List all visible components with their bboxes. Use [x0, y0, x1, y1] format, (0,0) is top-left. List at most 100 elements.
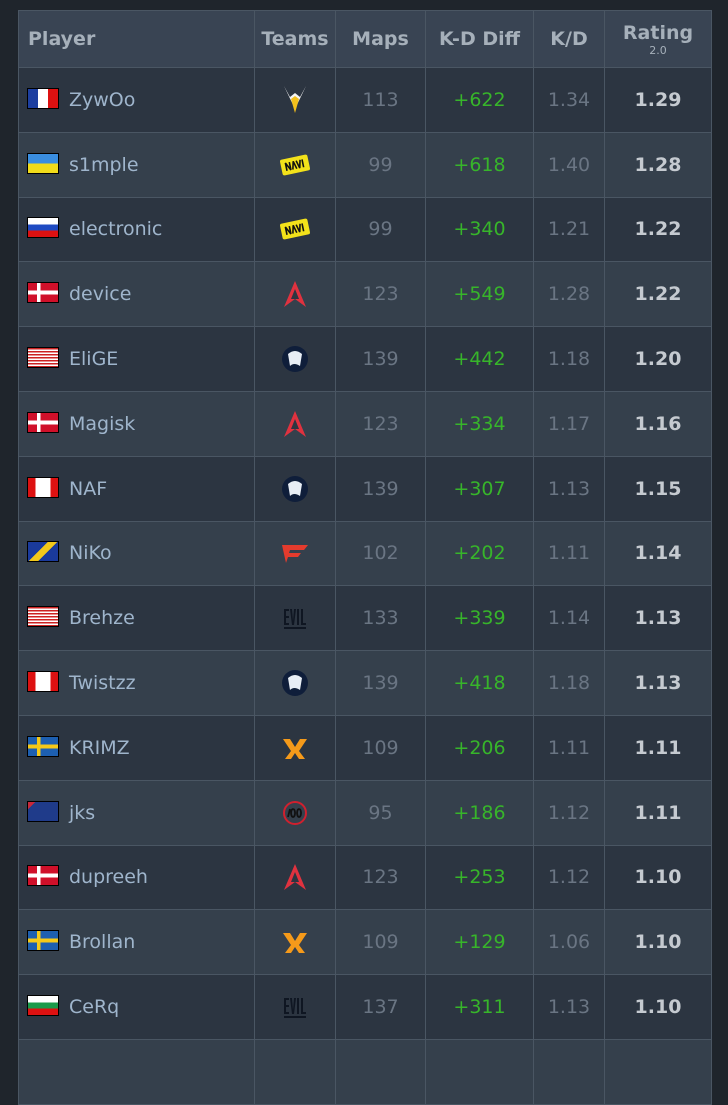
- player-name-link[interactable]: Twistzz: [69, 672, 136, 695]
- flag-usa-icon: [27, 347, 59, 369]
- astralis-logo-icon[interactable]: [278, 407, 312, 441]
- fnatic-logo-icon[interactable]: [278, 925, 312, 959]
- maps-value: 123: [335, 390, 426, 457]
- flag-denmark-icon: [27, 411, 59, 433]
- table-row[interactable]: ZywOo 113 +622 1.34 1.29: [18, 67, 712, 133]
- maps-value: 133: [335, 585, 426, 652]
- kd-value: 1.13: [533, 974, 605, 1040]
- table-row[interactable]: Magisk 123 +334 1.17 1.16: [18, 390, 712, 457]
- table-row[interactable]: NiKo 102 +202 1.11 1.14: [18, 520, 712, 587]
- player-name-link[interactable]: s1mple: [69, 153, 139, 176]
- rating-value: 1.10: [604, 974, 712, 1040]
- flag-ukraine-icon: [27, 152, 59, 174]
- player-cell: Brehze: [18, 585, 255, 652]
- maps-value: 139: [335, 455, 426, 522]
- player-cell: Brollan: [18, 909, 255, 976]
- cell: [604, 1038, 712, 1105]
- table-row[interactable]: s1mple 99 +618 1.40 1.28: [18, 131, 712, 198]
- table-row[interactable]: jks 95 +186 1.12 1.11: [18, 779, 712, 846]
- kd-diff-value: +307: [425, 455, 534, 522]
- team-cell: [254, 714, 336, 781]
- fnatic-logo-icon[interactable]: [278, 731, 312, 765]
- rating-label: Rating: [622, 21, 694, 44]
- liquid-logo-icon[interactable]: [278, 666, 312, 700]
- player-name-link[interactable]: device: [69, 283, 132, 306]
- header-rating[interactable]: Rating 2.0: [604, 10, 712, 68]
- team-cell: [254, 844, 336, 911]
- player-cell: KRIMZ: [18, 714, 255, 781]
- maps-value: 95: [335, 779, 426, 846]
- player-name-link[interactable]: dupreeh: [69, 866, 148, 889]
- kd-diff-value: +186: [425, 779, 534, 846]
- rating-value: 1.22: [604, 261, 712, 328]
- 100-thieves-logo-icon[interactable]: [278, 796, 312, 830]
- player-name-link[interactable]: ZywOo: [69, 88, 136, 111]
- table-row[interactable]: Brehze 133 +339 1.14 1.13: [18, 585, 712, 652]
- liquid-logo-icon[interactable]: [278, 342, 312, 376]
- navi-logo-icon[interactable]: [278, 212, 312, 246]
- player-name-link[interactable]: NAF: [69, 477, 108, 500]
- player-name-link[interactable]: Magisk: [69, 412, 136, 435]
- team-cell: [254, 909, 336, 976]
- table-row[interactable]: KRIMZ 109 +206 1.11 1.11: [18, 714, 712, 781]
- header-player[interactable]: Player: [18, 10, 255, 68]
- table-row[interactable]: Brollan 109 +129 1.06 1.10: [18, 909, 712, 976]
- liquid-logo-icon[interactable]: [278, 472, 312, 506]
- player-cell: s1mple: [18, 131, 255, 198]
- rating-value: 1.11: [604, 779, 712, 846]
- team-cell: [254, 455, 336, 522]
- player-name-link[interactable]: EliGE: [69, 348, 119, 371]
- table-row[interactable]: Twistzz 139 +418 1.18 1.13: [18, 650, 712, 716]
- maps-value: 137: [335, 974, 426, 1040]
- kd-diff-value: +311: [425, 974, 534, 1040]
- astralis-logo-icon[interactable]: [278, 277, 312, 311]
- team-cell: [254, 520, 336, 587]
- vitality-logo-icon[interactable]: [278, 83, 312, 117]
- evil-geniuses-logo-icon[interactable]: [278, 990, 312, 1024]
- player-name-link[interactable]: Brehze: [69, 607, 135, 630]
- team-cell: [254, 196, 336, 263]
- cell: [425, 1038, 534, 1105]
- header-maps[interactable]: Maps: [335, 10, 426, 68]
- team-cell: [254, 67, 336, 133]
- flag-usa-icon: [27, 606, 59, 628]
- flag-australia-icon: [27, 800, 59, 822]
- player-cell: Twistzz: [18, 650, 255, 716]
- cell: [335, 1038, 426, 1105]
- player-cell: Magisk: [18, 390, 255, 457]
- table-row[interactable]: electronic 99 +340 1.21 1.22: [18, 196, 712, 263]
- team-cell: [254, 326, 336, 392]
- navi-logo-icon[interactable]: [278, 148, 312, 182]
- header-teams[interactable]: Teams: [254, 10, 336, 68]
- player-name-link[interactable]: electronic: [69, 218, 163, 241]
- rating-value: 1.10: [604, 844, 712, 911]
- maps-value: 99: [335, 196, 426, 263]
- player-cell: electronic: [18, 196, 255, 263]
- header-kd[interactable]: K/D: [533, 10, 605, 68]
- flag-russia-icon: [27, 217, 59, 239]
- flag-canada-icon: [27, 671, 59, 693]
- table-row[interactable]: NAF 139 +307 1.13 1.15: [18, 455, 712, 522]
- table-row[interactable]: CeRq 137 +311 1.13 1.10: [18, 974, 712, 1040]
- faze-logo-icon[interactable]: [278, 536, 312, 570]
- table-row[interactable]: dupreeh 123 +253 1.12 1.10: [18, 844, 712, 911]
- table-row[interactable]: device 123 +549 1.28 1.22: [18, 261, 712, 328]
- header-kd-diff[interactable]: K-D Diff: [425, 10, 534, 68]
- table-row[interactable]: [18, 1038, 712, 1105]
- player-name-link[interactable]: CeRq: [69, 996, 120, 1019]
- player-name-link[interactable]: jks: [69, 801, 96, 824]
- rating-value: 1.15: [604, 455, 712, 522]
- rating-value: 1.14: [604, 520, 712, 587]
- table-row[interactable]: EliGE 139 +442 1.18 1.20: [18, 326, 712, 392]
- team-cell: [254, 131, 336, 198]
- evil-geniuses-logo-icon[interactable]: [278, 601, 312, 635]
- maps-value: 113: [335, 67, 426, 133]
- player-name-link[interactable]: KRIMZ: [69, 736, 130, 759]
- flag-bulgaria-icon: [27, 995, 59, 1017]
- player-cell: CeRq: [18, 974, 255, 1040]
- astralis-logo-icon[interactable]: [278, 860, 312, 894]
- player-cell: device: [18, 261, 255, 328]
- team-cell: [254, 779, 336, 846]
- player-name-link[interactable]: NiKo: [69, 542, 112, 565]
- player-name-link[interactable]: Brollan: [69, 931, 136, 954]
